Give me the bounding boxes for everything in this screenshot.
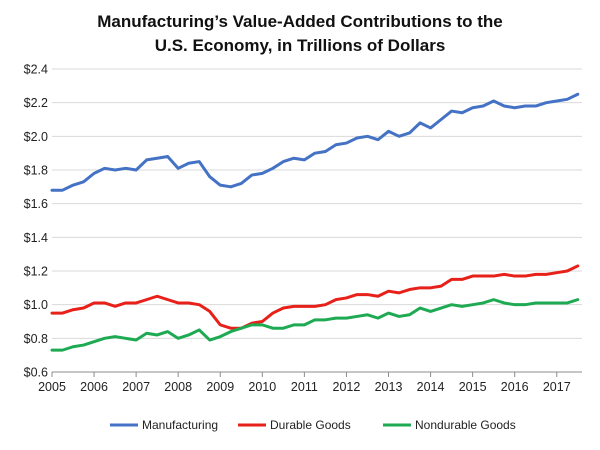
series-line-durable-goods xyxy=(50,264,580,330)
x-tick-label: 2006 xyxy=(80,380,108,394)
series-line-nondurable-goods xyxy=(50,298,580,352)
y-tick-label: $1.4 xyxy=(24,231,48,245)
legend-label-durable-goods: Durable Goods xyxy=(270,418,351,432)
series-lines xyxy=(50,92,580,352)
y-tick-label: $1.8 xyxy=(24,164,48,178)
x-tick-label: 2011 xyxy=(291,380,318,394)
x-tick-label: 2005 xyxy=(38,380,66,394)
x-tick-label: 2010 xyxy=(248,380,276,394)
y-tick-label: $2.0 xyxy=(24,130,48,144)
y-tick-label: $0.6 xyxy=(24,366,48,380)
legend-label-manufacturing: Manufacturing xyxy=(142,418,218,432)
y-tick-label: $1.2 xyxy=(24,265,48,279)
x-tick-label: 2009 xyxy=(206,380,234,394)
axes: $0.6 $0.8 $1.0 $1.2 $1.4 $1.6 $1.8 $2.0 $2.2 $2.4… xyxy=(24,63,582,394)
grid-lines xyxy=(52,68,582,339)
chart-title-line-2: U.S. Economy, in Trillions of Dollars xyxy=(155,36,446,55)
y-tick-label: $0.8 xyxy=(24,332,48,346)
y-tick-label: $2.2 xyxy=(24,96,48,110)
chart-title-line-1: Manufacturing’s Value-Added Contribution… xyxy=(97,12,502,31)
x-tick-label: 2007 xyxy=(122,380,150,394)
x-tick-label: 2008 xyxy=(164,380,192,394)
legend-label-nondurable-goods: Nondurable Goods xyxy=(415,418,516,432)
x-tick-label: 2014 xyxy=(417,380,445,394)
y-tick-label: $2.4 xyxy=(24,63,48,77)
x-tick-label: 2015 xyxy=(459,380,487,394)
x-tick-label: 2012 xyxy=(333,380,361,394)
y-tick-label: $1.0 xyxy=(24,298,48,312)
x-tick-label: 2017 xyxy=(543,380,571,394)
legend: Manufacturing Durable Goods Nondurable Goo… xyxy=(110,418,516,432)
y-tick-label: $1.6 xyxy=(24,197,48,211)
x-tick-label: 2013 xyxy=(375,380,403,394)
x-tick-label: 2016 xyxy=(501,380,529,394)
series-line-manufacturing xyxy=(50,92,580,192)
